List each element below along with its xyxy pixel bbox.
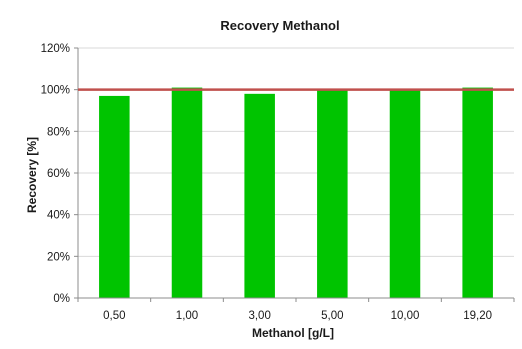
bar (317, 90, 348, 298)
x-tick-label: 0,50 (103, 310, 125, 322)
bar (172, 88, 203, 298)
bar (99, 96, 130, 298)
bar (244, 94, 275, 298)
chart-title: Recovery Methanol (220, 18, 339, 33)
y-tick-label: 60% (47, 168, 70, 180)
y-tick-label: 20% (47, 251, 70, 263)
x-tick-labels: 0,50 1,00 3,00 5,00 10,00 19,20 (103, 310, 492, 322)
x-tick-label: 19,20 (463, 310, 492, 322)
y-axis-label: Recovery [%] (25, 137, 39, 213)
x-tick-label: 3,00 (248, 310, 270, 322)
x-tick-label: 10,00 (391, 310, 420, 322)
y-tick-label: 0% (53, 293, 70, 305)
bar (462, 88, 493, 298)
x-tick-label: 1,00 (176, 310, 198, 322)
y-tick-labels: 0% 20% 40% 60% 80% 100% 120% (41, 43, 70, 305)
y-tick-label: 40% (47, 210, 70, 222)
gridlines (78, 48, 514, 256)
x-axis-label: Methanol [g/L] (252, 326, 334, 340)
y-tick-label: 120% (41, 43, 70, 55)
axes (74, 48, 514, 302)
bars (99, 88, 493, 298)
y-tick-label: 80% (47, 126, 70, 138)
y-tick-label: 100% (41, 85, 70, 97)
x-tick-label: 5,00 (321, 310, 343, 322)
bar (390, 90, 421, 298)
